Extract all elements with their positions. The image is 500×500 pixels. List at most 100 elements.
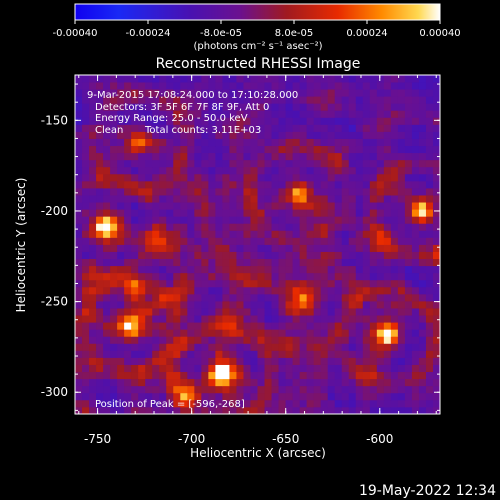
heatmap-cell (341, 371, 350, 380)
heatmap-cell (222, 166, 230, 175)
heatmap-cell (138, 223, 146, 231)
heatmap-cell (103, 96, 111, 104)
heatmap-cell (285, 75, 293, 83)
heatmap-cell (159, 286, 167, 295)
heatmap-cell (271, 385, 279, 394)
heatmap-cell (271, 251, 279, 260)
heatmap-cell (117, 202, 125, 210)
heatmap-cell (138, 152, 146, 161)
heatmap-cell (348, 286, 357, 295)
heatmap-cell (117, 364, 125, 373)
heatmap-cell (271, 265, 279, 274)
heatmap-cell (334, 117, 343, 125)
heatmap-cell (159, 230, 167, 238)
heatmap-cell (131, 82, 139, 90)
heatmap-cell (334, 180, 343, 189)
heatmap-cell (222, 322, 230, 330)
heatmap-cell (341, 89, 350, 97)
heatmap-cell (222, 180, 230, 189)
heatmap-cell (369, 202, 378, 210)
heatmap-cell (334, 329, 343, 337)
heatmap-cell (299, 251, 308, 260)
heatmap-cell (159, 357, 167, 365)
heatmap-cell (89, 166, 97, 175)
heatmap-cell (313, 75, 322, 83)
heatmap-cell (355, 286, 364, 295)
heatmap-cell (278, 209, 286, 217)
heatmap-cell (89, 195, 97, 203)
heatmap-cell (306, 308, 315, 316)
heatmap-cell (257, 145, 265, 154)
heatmap-cell (124, 392, 132, 401)
heatmap-cell (299, 385, 308, 394)
heatmap-cell (173, 343, 181, 351)
heatmap-cell (411, 244, 420, 252)
heatmap-cell (334, 202, 343, 210)
heatmap-cell (152, 180, 160, 189)
heatmap-cell (187, 336, 195, 344)
heatmap-cell (418, 96, 427, 104)
heatmap-cell (327, 138, 336, 147)
heatmap-cell (348, 110, 357, 118)
heatmap-cell (257, 124, 265, 132)
heatmap-cell (75, 392, 83, 401)
heatmap-cell (397, 385, 406, 394)
heatmap-cell (306, 195, 315, 203)
heatmap-cell (376, 124, 385, 132)
heatmap-cell (75, 173, 83, 182)
heatmap-cell (152, 251, 160, 260)
colorbar-units-label: (photons cm⁻² s⁻¹ asec⁻²) (193, 41, 322, 52)
heatmap-cell (299, 145, 308, 154)
heatmap-cell (110, 195, 118, 203)
heatmap-cell (229, 180, 237, 189)
heatmap-cell (187, 293, 195, 302)
heatmap-cell (320, 124, 329, 132)
heatmap-cell (159, 364, 167, 373)
heatmap-cell (334, 131, 343, 139)
heatmap-cell (355, 103, 364, 111)
heatmap-cell (243, 301, 251, 309)
y-tick-label: -250 (41, 295, 68, 309)
heatmap-cell (411, 265, 420, 274)
heatmap-cell (306, 406, 315, 415)
heatmap-cell (194, 279, 202, 288)
heatmap-cell (82, 223, 90, 231)
heatmap-cell (117, 308, 125, 316)
heatmap-cell (292, 159, 301, 168)
heatmap-cell (299, 188, 308, 196)
heatmap-cell (96, 230, 104, 238)
heatmap-cell (362, 272, 371, 281)
heatmap-cell (390, 216, 399, 224)
heatmap-cell (75, 159, 83, 168)
heatmap-cell (334, 265, 343, 274)
heatmap-cell (348, 293, 357, 302)
heatmap-cell (383, 315, 392, 323)
heatmap-cell (222, 357, 230, 365)
heatmap-cell (411, 82, 420, 90)
heatmap-cell (208, 138, 216, 147)
heatmap-cell (131, 145, 139, 154)
heatmap-cell (173, 159, 181, 168)
heatmap-cell (404, 406, 413, 415)
heatmap-cell (278, 258, 286, 267)
heatmap-cell (96, 166, 104, 175)
heatmap-cell (194, 286, 202, 295)
heatmap-cell (418, 364, 427, 373)
heatmap-cell (327, 180, 336, 189)
heatmap-cell (194, 251, 202, 260)
heatmap-cell (145, 357, 153, 365)
heatmap-cell (96, 385, 104, 394)
heatmap-cell (145, 364, 153, 373)
heatmap-cell (264, 286, 272, 295)
heatmap-cell (397, 103, 406, 111)
heatmap-cell (425, 343, 434, 351)
heatmap-cell (390, 173, 399, 182)
heatmap-cell (348, 272, 357, 281)
heatmap-cell (376, 286, 385, 295)
heatmap-cell (110, 223, 118, 231)
heatmap-cell (166, 209, 174, 217)
heatmap-cell (432, 152, 441, 161)
heatmap-cell (96, 392, 104, 401)
heatmap-cell (159, 301, 167, 309)
heatmap-cell (208, 378, 216, 387)
